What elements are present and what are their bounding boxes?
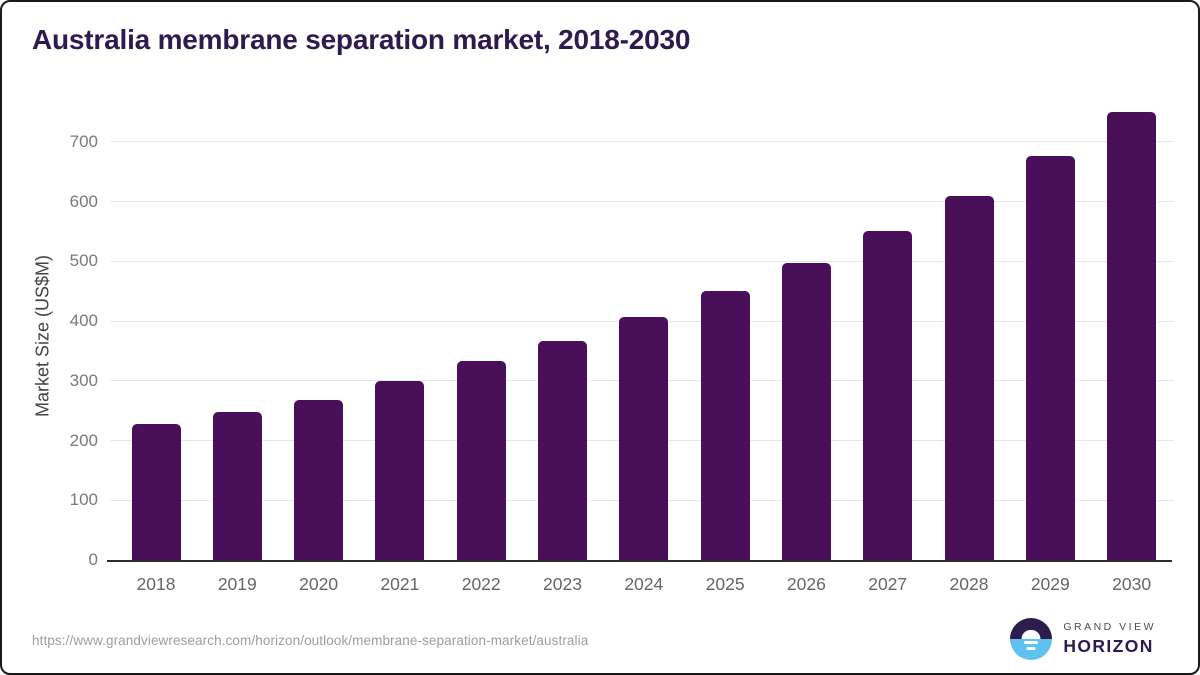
grand-view-horizon-logo: GRAND VIEW HORIZON <box>1010 618 1156 660</box>
logo-text-grand-view: GRAND VIEW <box>1063 621 1156 633</box>
x-tick-label-2025: 2025 <box>705 574 745 594</box>
sun-dome-shape <box>1021 629 1041 639</box>
reflection-line <box>1024 641 1039 644</box>
x-tick-label-2019: 2019 <box>217 574 257 594</box>
bar-2024 <box>619 317 669 560</box>
bar-2026 <box>781 262 831 560</box>
x-tick-label-2023: 2023 <box>543 574 582 594</box>
bar-2029 <box>1025 155 1075 560</box>
bar-2019 <box>212 411 262 560</box>
x-tick-label-2029: 2029 <box>1030 574 1070 594</box>
plot-area: 0 100 200 300 400 500 600 700 2018 2019 2020 2021 20… <box>70 112 1174 594</box>
bar-2023 <box>538 340 587 560</box>
chart-title: Australia membrane separation market, 20… <box>32 24 691 55</box>
logo-text: GRAND VIEW HORIZON <box>1063 621 1156 657</box>
bar-2028 <box>944 195 994 560</box>
y-tick-label-700: 700 <box>69 131 98 151</box>
x-tick-label-2030: 2030 <box>1112 574 1152 594</box>
bar-2021 <box>375 380 425 560</box>
y-tick-label-100: 100 <box>69 490 98 510</box>
y-tick-label-0: 0 <box>88 550 98 569</box>
y-tick-label-600: 600 <box>69 191 98 211</box>
x-tick-label-2022: 2022 <box>461 574 501 594</box>
bar-2025 <box>700 291 750 560</box>
gridline-600 <box>110 201 1174 203</box>
bar-2030 <box>1107 112 1157 560</box>
x-tick-label-2024: 2024 <box>624 574 664 594</box>
gridline-700 <box>110 141 1174 143</box>
x-tick-label-2026: 2026 <box>786 574 826 594</box>
y-tick-label-300: 300 <box>69 370 98 390</box>
y-tick-label-200: 200 <box>69 430 98 450</box>
bar-2018 <box>131 424 181 560</box>
x-tick-label-2020: 2020 <box>299 574 339 594</box>
gridline-500 <box>110 260 1174 262</box>
x-axis-line <box>107 560 1172 562</box>
logo-text-horizon: HORIZON <box>1063 636 1154 656</box>
x-tick-label-2028: 2028 <box>949 574 989 594</box>
reflection-line <box>1026 647 1036 650</box>
y-tick-label-400: 400 <box>69 311 98 331</box>
horizon-sunrise-icon <box>1010 618 1053 660</box>
bar-2027 <box>863 230 913 560</box>
x-tick-label-2018: 2018 <box>136 574 176 594</box>
bar-2020 <box>294 399 344 560</box>
source-url: https://www.grandviewresearch.com/horizo… <box>32 633 589 648</box>
x-tick-label-2021: 2021 <box>380 574 420 594</box>
x-tick-label-2027: 2027 <box>868 574 908 594</box>
y-tick-label-500: 500 <box>69 251 98 271</box>
bar-2022 <box>456 361 506 560</box>
y-axis-title: Market Size (US$M) <box>32 254 53 418</box>
